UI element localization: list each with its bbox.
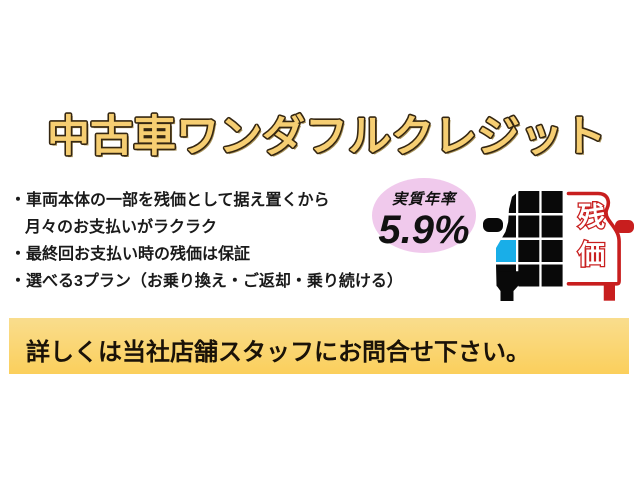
svg-text:価: 価 [577,240,605,270]
svg-text:残: 残 [578,202,605,232]
svg-text:中古車ワンダフルクレジット: 中古車ワンダフルクレジット [47,113,606,160]
